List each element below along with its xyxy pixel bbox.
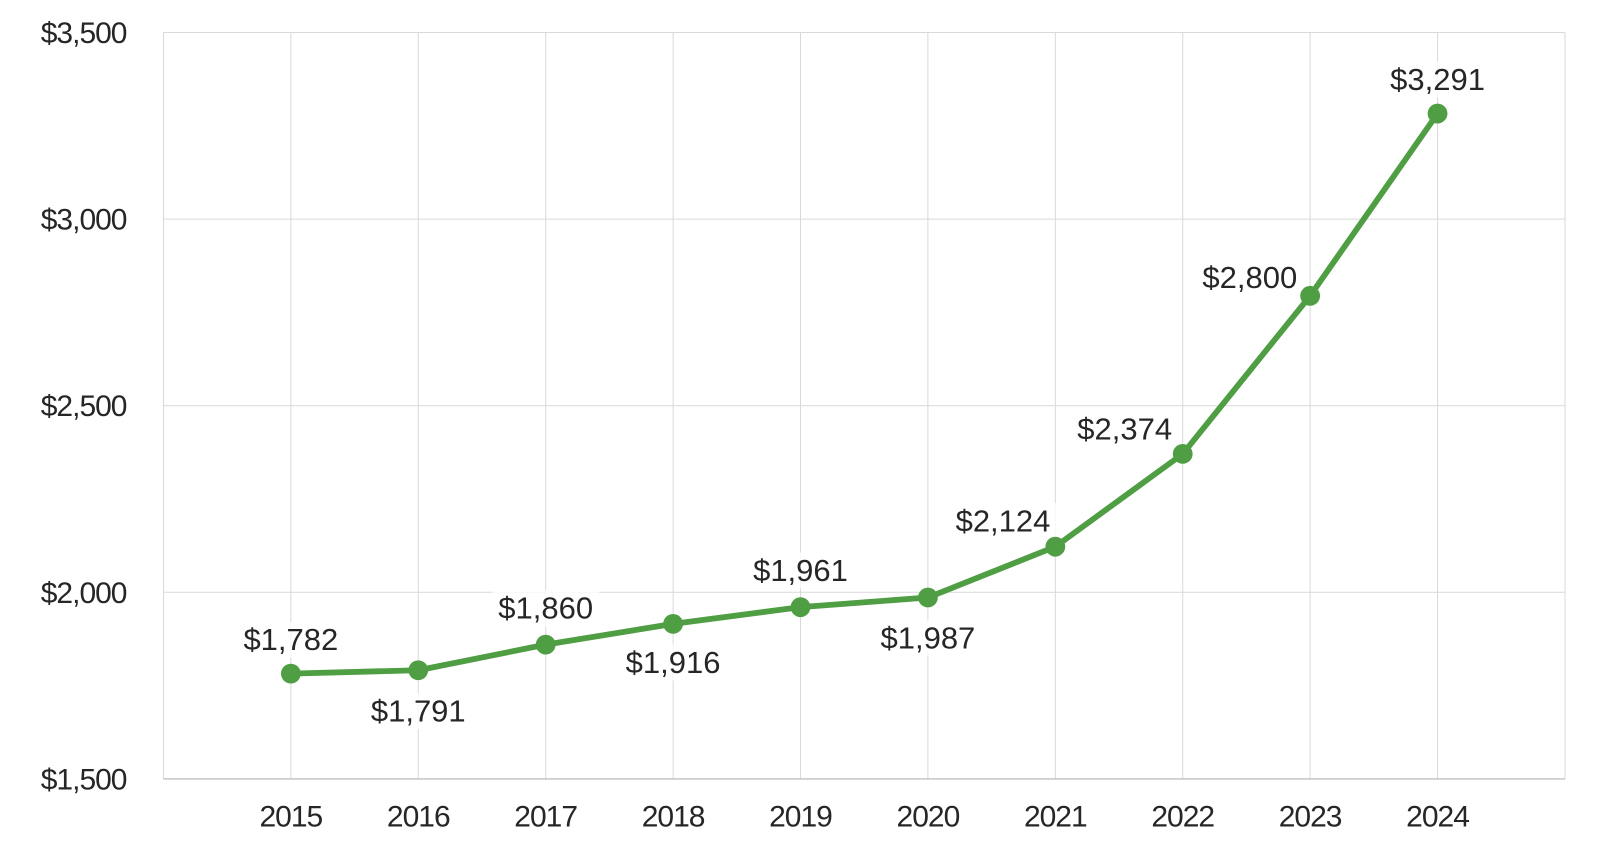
svg-text:2016: 2016 (387, 801, 450, 834)
svg-text:$3,000: $3,000 (41, 204, 127, 237)
svg-text:2019: 2019 (769, 801, 832, 834)
svg-text:2022: 2022 (1151, 801, 1214, 834)
svg-text:2023: 2023 (1279, 801, 1342, 834)
svg-text:$2,800: $2,800 (1202, 260, 1297, 295)
svg-text:2021: 2021 (1024, 801, 1087, 834)
svg-text:$2,500: $2,500 (41, 390, 127, 423)
svg-text:$1,916: $1,916 (626, 645, 721, 680)
svg-text:$1,860: $1,860 (498, 591, 593, 626)
svg-text:2020: 2020 (897, 801, 960, 834)
svg-text:$2,000: $2,000 (41, 577, 127, 610)
svg-text:$3,500: $3,500 (41, 17, 127, 50)
svg-text:2018: 2018 (642, 801, 705, 834)
svg-text:$3,291: $3,291 (1390, 62, 1485, 97)
svg-text:$1,791: $1,791 (371, 694, 466, 729)
svg-text:$1,987: $1,987 (880, 620, 975, 655)
svg-text:2015: 2015 (259, 801, 322, 834)
svg-text:$1,782: $1,782 (243, 622, 338, 657)
svg-text:$1,500: $1,500 (41, 763, 127, 796)
svg-text:$2,374: $2,374 (1077, 411, 1172, 446)
svg-text:$1,961: $1,961 (753, 553, 848, 588)
svg-text:2017: 2017 (514, 801, 577, 834)
svg-text:$2,124: $2,124 (956, 503, 1051, 538)
svg-text:2024: 2024 (1406, 801, 1469, 834)
